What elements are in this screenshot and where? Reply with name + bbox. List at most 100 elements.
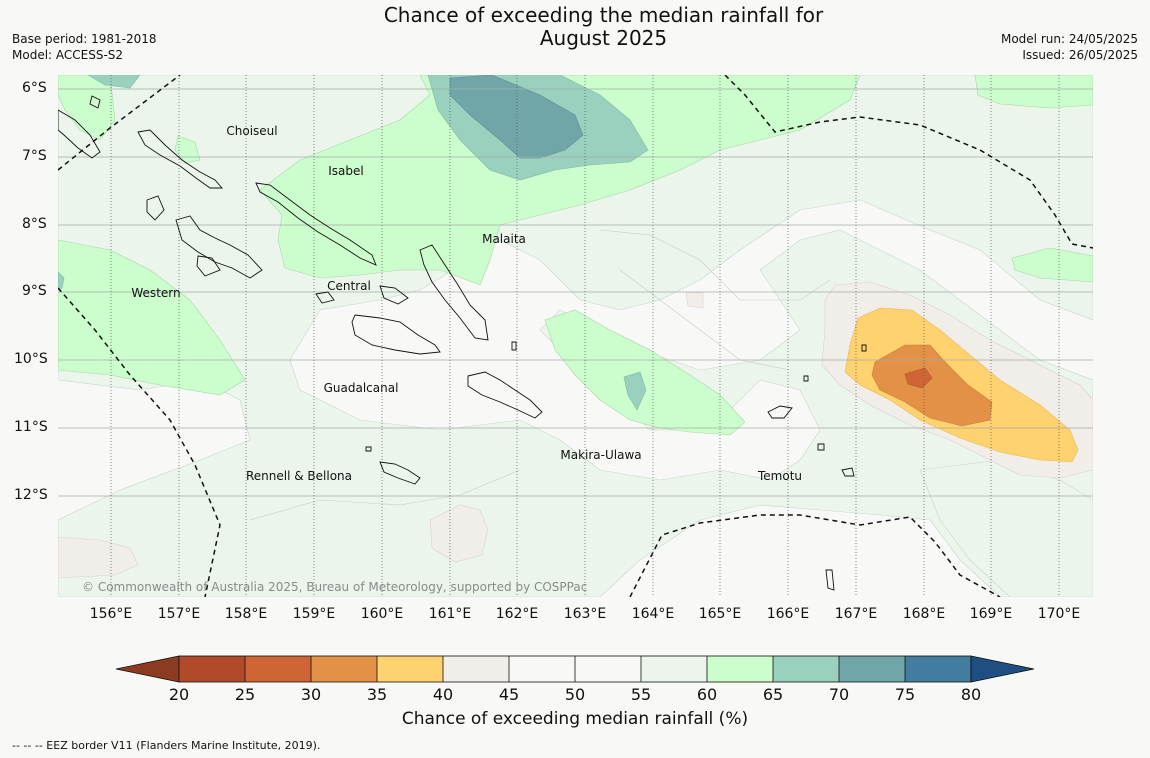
- lon-label-165e: 165°E: [698, 606, 742, 622]
- latitude-gridlines: [58, 88, 1093, 497]
- contour-60-65-ne: [974, 75, 1093, 109]
- contour-65-70-sea: [623, 371, 647, 411]
- contour-65-70-west-edge: [58, 271, 65, 291]
- island-anuta: [825, 569, 835, 591]
- map-title: Chance of exceeding the median rainfall …: [0, 4, 1150, 50]
- lat-label-9s: 9°S: [22, 283, 47, 299]
- island-vanikoro: [841, 467, 855, 477]
- colorbar-tick-65: 65: [762, 685, 784, 704]
- contour-60-65-west: [58, 239, 246, 396]
- lat-label-10s: 10°S: [14, 351, 48, 367]
- contour-40-45-sw: [58, 536, 139, 579]
- island-guadalcanal: [351, 314, 441, 355]
- contour-40-45-small: [685, 291, 704, 309]
- run-info: Model run: 24/05/2025 Issued: 26/05/2025: [1001, 31, 1138, 63]
- map-title-line2: August 2025: [539, 26, 668, 50]
- contour-65-70-nw: [87, 75, 141, 89]
- copyright-notice: © Commonwealth of Australia 2025, Bureau…: [82, 580, 588, 594]
- island-russell: [315, 291, 335, 304]
- contour-30-35: [871, 344, 993, 427]
- island-bellona: [365, 446, 372, 452]
- colorbar-tick-75: 75: [894, 685, 916, 704]
- colorbar-tick-80: 80: [960, 685, 982, 704]
- colorbar-tick-70: 70: [828, 685, 850, 704]
- colorbar-dividers: [244, 656, 906, 682]
- region-label-central: Central: [327, 279, 371, 293]
- eez-footnote: -- -- -- EEZ border V11 (Flanders Marine…: [12, 739, 321, 752]
- colorbar-bin-30-35: [311, 656, 377, 682]
- lat-label-12s: 12°S: [14, 487, 48, 503]
- colorbar-low-extend: [115, 655, 180, 683]
- colorbar-tick-20: 20: [168, 685, 190, 704]
- region-label-rennell-bellona: Rennell & Bellona: [245, 469, 353, 483]
- lon-label-161e: 161°E: [428, 606, 472, 622]
- lon-label-163e: 163°E: [563, 606, 607, 622]
- lon-label-159e: 159°E: [292, 606, 336, 622]
- region-label-choiseul: Choiseul: [226, 124, 278, 138]
- colorbar-tick-25: 25: [234, 685, 256, 704]
- island-makira: [467, 371, 543, 419]
- colorbar-tick-45: 45: [498, 685, 520, 704]
- contour-25-30: [904, 367, 933, 389]
- colorbar-bin-60-65: [707, 656, 773, 682]
- lat-label-11s: 11°S: [14, 419, 48, 435]
- island-rennell: [379, 461, 421, 485]
- eez-border-northeast: [724, 75, 1093, 249]
- eez-border-south: [629, 514, 1001, 597]
- colorbar-bin-55-60: [641, 656, 707, 682]
- region-label-makira-ulawa: Makira-Ulawa: [560, 448, 642, 462]
- lon-label-156e: 156°E: [89, 606, 133, 622]
- model-run: Model run: 24/05/2025: [1000, 32, 1138, 46]
- colorbar-bin-25-30: [245, 656, 311, 682]
- lon-label-157e: 157°E: [157, 606, 201, 622]
- region-label-malaita: Malaita: [482, 232, 526, 246]
- contour-line-b: [619, 269, 791, 371]
- lat-label-7s: 7°S: [22, 148, 47, 164]
- lon-label-160e: 160°E: [360, 606, 404, 622]
- contour-60-65-central: [259, 75, 861, 286]
- colorbar-tick-40: 40: [432, 685, 454, 704]
- colorbar-tick-55: 55: [630, 685, 652, 704]
- island-ranongga: [196, 255, 221, 277]
- contour-40-45-south: [429, 504, 489, 563]
- island-duff: [861, 344, 867, 352]
- contour-70-75: [449, 75, 584, 159]
- contour-60-65-small: [174, 135, 201, 164]
- lon-label-168e: 168°E: [902, 606, 946, 622]
- model-name: Model: ACCESS-S2: [12, 48, 124, 62]
- lon-label-167e: 167°E: [834, 606, 878, 622]
- region-label-isabel: Isabel: [328, 164, 364, 178]
- colorbar: [115, 655, 1035, 683]
- longitude-gridlines: [110, 75, 1060, 597]
- island-new-georgia: [175, 215, 263, 279]
- island-florida: [379, 285, 409, 305]
- colorbar-bin-75-80: [905, 656, 971, 682]
- island-utupua: [817, 443, 825, 451]
- island-isabel: [255, 182, 377, 266]
- lon-label-158e: 158°E: [224, 606, 268, 622]
- contour-60-65-east: [1011, 247, 1093, 283]
- colorbar-bin-50-55: [575, 656, 641, 682]
- lon-label-162e: 162°E: [495, 606, 539, 622]
- region-label-western: Western: [131, 286, 181, 300]
- island-choiseul: [137, 129, 223, 189]
- base-info: Base period: 1981-2018 Model: ACCESS-S2: [12, 31, 157, 63]
- island-shortlands: [58, 109, 101, 159]
- issued-date: Issued: 26/05/2025: [1022, 48, 1138, 62]
- lon-label-164e: 164°E: [631, 606, 675, 622]
- colorbar-bin-20-25: [179, 656, 245, 682]
- eez-border-west: [58, 287, 221, 597]
- lat-label-8s: 8°S: [22, 216, 47, 232]
- lon-label-169e: 169°E: [969, 606, 1013, 622]
- colorbar-label: Chance of exceeding median rainfall (%): [401, 709, 749, 729]
- map-title-line1: Chance of exceeding the median rainfall …: [383, 3, 824, 27]
- colorbar-tick-35: 35: [366, 685, 388, 704]
- colorbar-bin-70-75: [839, 656, 905, 682]
- base-period: Base period: 1981-2018: [12, 32, 157, 46]
- contour-line-c: [249, 469, 521, 521]
- colorbar-bin-40-45: [443, 656, 509, 682]
- island-small-nw: [89, 95, 101, 109]
- colorbar-tick-30: 30: [300, 685, 322, 704]
- eez-border-north: [58, 75, 181, 171]
